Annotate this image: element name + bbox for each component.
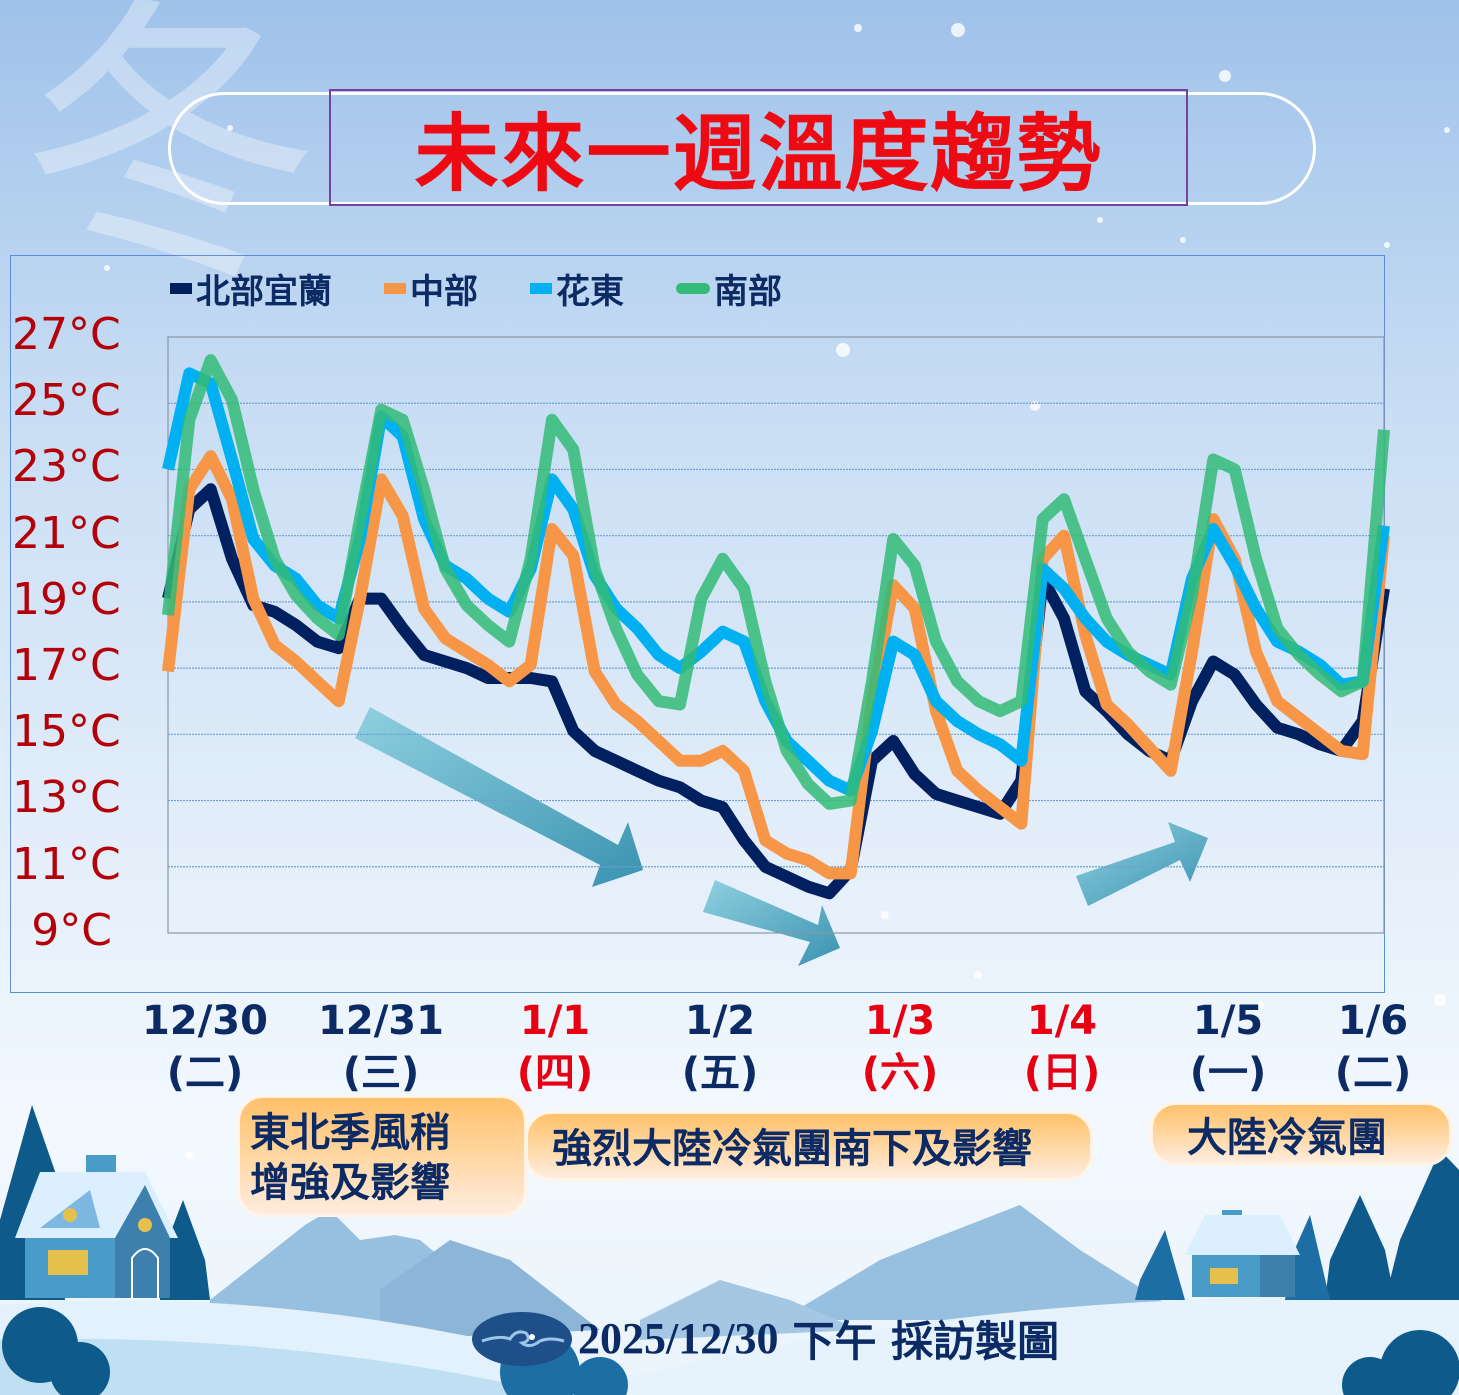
legend-label: 北部宜蘭 — [196, 272, 332, 312]
x-tick-weekday: (六) — [861, 1050, 939, 1096]
annotation-line: 東北季風稍 — [250, 1110, 450, 1156]
series-line-3 — [162, 354, 1390, 810]
legend-item-south: 南部 — [676, 264, 782, 313]
y-tick-label: 21°C — [12, 508, 121, 559]
x-tick-label-0102: 1/2 (五) — [650, 995, 790, 1099]
y-tick-label: 25°C — [12, 375, 121, 426]
y-tick-label: 17°C — [12, 640, 121, 691]
x-tick-weekday: (三) — [342, 1050, 420, 1096]
y-tick-label: 11°C — [12, 839, 121, 890]
legend-swatch-south — [676, 283, 710, 294]
x-tick-weekday: (一) — [1189, 1050, 1267, 1096]
annotation-line: 大陸冷氣團 — [1187, 1115, 1387, 1161]
legend-item-east: 花東 — [530, 264, 624, 313]
x-tick-date: 1/3 — [864, 998, 936, 1044]
page-title: 未來一週溫度趨勢 — [414, 105, 1103, 203]
annotation-line: 增強及影響 — [250, 1160, 450, 1206]
y-tick-label: 27°C — [12, 309, 121, 360]
y-tick-label: 13°C — [12, 772, 121, 823]
snow-hill-shadow — [0, 1338, 560, 1395]
bush-left — [2, 1307, 110, 1395]
legend-swatch-east — [530, 283, 552, 294]
x-tick-label-0101: 1/1 (四) — [485, 995, 625, 1099]
x-tick-date: 1/6 — [1337, 998, 1409, 1044]
trend-arrow-up — [1076, 822, 1208, 906]
title-box: 未來一週溫度趨勢 — [329, 89, 1188, 206]
y-tick-label: 9°C — [31, 905, 112, 956]
footer: 2025/12/30 下午 採訪製圖 — [470, 1308, 1059, 1369]
title-pill-outline — [168, 92, 1316, 205]
annotation-cold-air-mass: 大陸冷氣團 — [1150, 1102, 1452, 1166]
x-tick-label-0106: 1/6 (二) — [1303, 995, 1443, 1099]
y-tick-label: 23°C — [12, 441, 121, 492]
x-tick-date: 1/1 — [519, 998, 591, 1044]
legend-label: 花東 — [556, 272, 624, 312]
x-tick-label-0103: 1/3 (六) — [830, 995, 970, 1099]
x-tick-date: 1/4 — [1026, 998, 1098, 1044]
legend-label: 中部 — [410, 272, 478, 312]
series-line-1 — [162, 450, 1390, 880]
x-tick-label-1231: 12/31 (三) — [311, 995, 451, 1099]
cloud-swirl-logo-icon — [472, 1311, 572, 1366]
legend-swatch-north — [170, 283, 192, 294]
legend-label: 南部 — [714, 272, 782, 312]
snow-hill-right — [560, 1297, 1459, 1395]
trend-arrow-down-2 — [703, 880, 840, 966]
x-tick-label-1230: 12/30 (二) — [135, 995, 275, 1099]
annotation-strong-cold-air-mass: 強烈大陸冷氣團南下及影響 — [525, 1111, 1093, 1181]
pine-trees-right — [1135, 1150, 1459, 1300]
x-tick-date: 12/31 — [318, 998, 444, 1044]
annotation-line: 強烈大陸冷氣團南下及影響 — [552, 1126, 1032, 1172]
legend-item-north: 北部宜蘭 — [170, 264, 332, 313]
x-tick-weekday: (五) — [681, 1050, 759, 1096]
annotation-northeast-monsoon: 東北季風稍 增強及影響 — [237, 1095, 527, 1217]
footer-date: 2025/12/30 — [578, 1314, 779, 1363]
legend-swatch-central — [384, 283, 406, 294]
x-tick-weekday: (二) — [166, 1050, 244, 1096]
bush-right — [1342, 1330, 1459, 1395]
legend-item-central: 中部 — [384, 264, 478, 313]
y-tick-label: 15°C — [12, 706, 121, 757]
x-tick-date: 12/30 — [142, 998, 268, 1044]
y-tick-label: 19°C — [12, 574, 121, 625]
house-right — [1185, 1210, 1300, 1297]
x-tick-label-0104: 1/4 (日) — [992, 995, 1132, 1099]
x-tick-weekday: (日) — [1023, 1050, 1101, 1096]
x-tick-weekday: (二) — [1334, 1050, 1412, 1096]
x-tick-date: 1/5 — [1192, 998, 1264, 1044]
footer-text: 下午 採訪製圖 — [792, 1317, 1060, 1366]
house-left — [15, 1155, 178, 1298]
chart-legend: 北部宜蘭 中部 花東 南部 — [170, 264, 834, 313]
x-tick-weekday: (四) — [516, 1050, 594, 1096]
trend-arrow-down-1 — [355, 707, 643, 887]
x-tick-label-0105: 1/5 (一) — [1158, 995, 1298, 1099]
x-tick-date: 1/2 — [684, 998, 756, 1044]
